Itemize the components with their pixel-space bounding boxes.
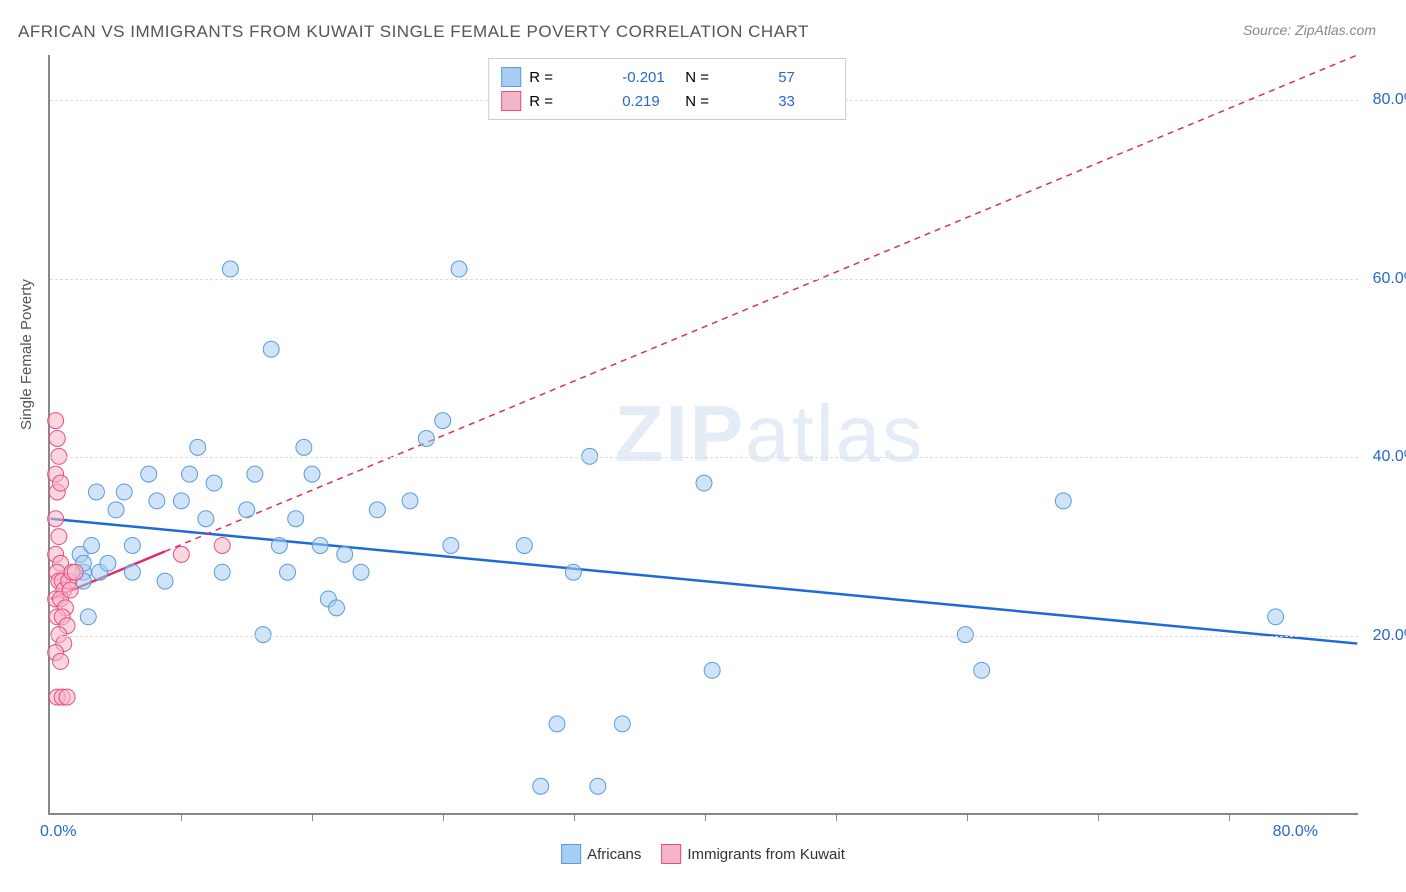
x-tick [967, 813, 968, 821]
n-value-africans: 57 [778, 69, 833, 86]
n-value-kuwait: 33 [778, 93, 833, 110]
swatch-kuwait-bottom [661, 844, 681, 864]
grid-line [50, 279, 1358, 280]
scatter-svg [50, 55, 1358, 813]
legend-label-kuwait: Immigrants from Kuwait [687, 846, 845, 863]
source-attribution: Source: ZipAtlas.com [1243, 22, 1376, 38]
plot-area: ZIPatlas 0.0% 80.0% 20.0%40.0%60.0%80.0% [48, 55, 1358, 815]
n-label: N = [685, 69, 770, 86]
correlation-legend: R = -0.201 N = 57 R = 0.219 N = 33 [488, 58, 846, 120]
r-value-kuwait: 0.219 [622, 93, 677, 110]
x-tick [312, 813, 313, 821]
legend-label-africans: Africans [587, 846, 641, 863]
grid-line [50, 636, 1358, 637]
y-tick-label: 60.0% [1373, 270, 1406, 288]
n-label: N = [685, 93, 770, 110]
y-axis-title: Single Female Poverty [18, 279, 35, 430]
legend-item-kuwait: Immigrants from Kuwait [661, 844, 845, 864]
source-label: Source: [1243, 22, 1295, 38]
r-value-africans: -0.201 [622, 69, 677, 86]
x-axis-max-label: 80.0% [1273, 823, 1318, 841]
y-tick-label: 80.0% [1373, 91, 1406, 109]
x-tick [181, 813, 182, 821]
grid-line [50, 457, 1358, 458]
y-tick-label: 40.0% [1373, 448, 1406, 466]
chart-title: AFRICAN VS IMMIGRANTS FROM KUWAIT SINGLE… [18, 22, 809, 42]
x-tick [705, 813, 706, 821]
x-tick [1098, 813, 1099, 821]
x-tick [574, 813, 575, 821]
x-tick [443, 813, 444, 821]
swatch-africans-bottom [561, 844, 581, 864]
series-legend: Africans Immigrants from Kuwait [561, 844, 845, 864]
chart-container: AFRICAN VS IMMIGRANTS FROM KUWAIT SINGLE… [0, 0, 1406, 892]
x-tick [1229, 813, 1230, 821]
r-label: R = [529, 69, 614, 86]
legend-row-kuwait: R = 0.219 N = 33 [501, 89, 833, 113]
source-name: ZipAtlas.com [1295, 22, 1376, 38]
swatch-kuwait [501, 91, 521, 111]
x-axis-min-label: 0.0% [40, 823, 76, 841]
legend-item-africans: Africans [561, 844, 641, 864]
swatch-africans [501, 67, 521, 87]
x-tick [836, 813, 837, 821]
r-label: R = [529, 93, 614, 110]
y-tick-label: 20.0% [1373, 627, 1406, 645]
legend-row-africans: R = -0.201 N = 57 [501, 65, 833, 89]
